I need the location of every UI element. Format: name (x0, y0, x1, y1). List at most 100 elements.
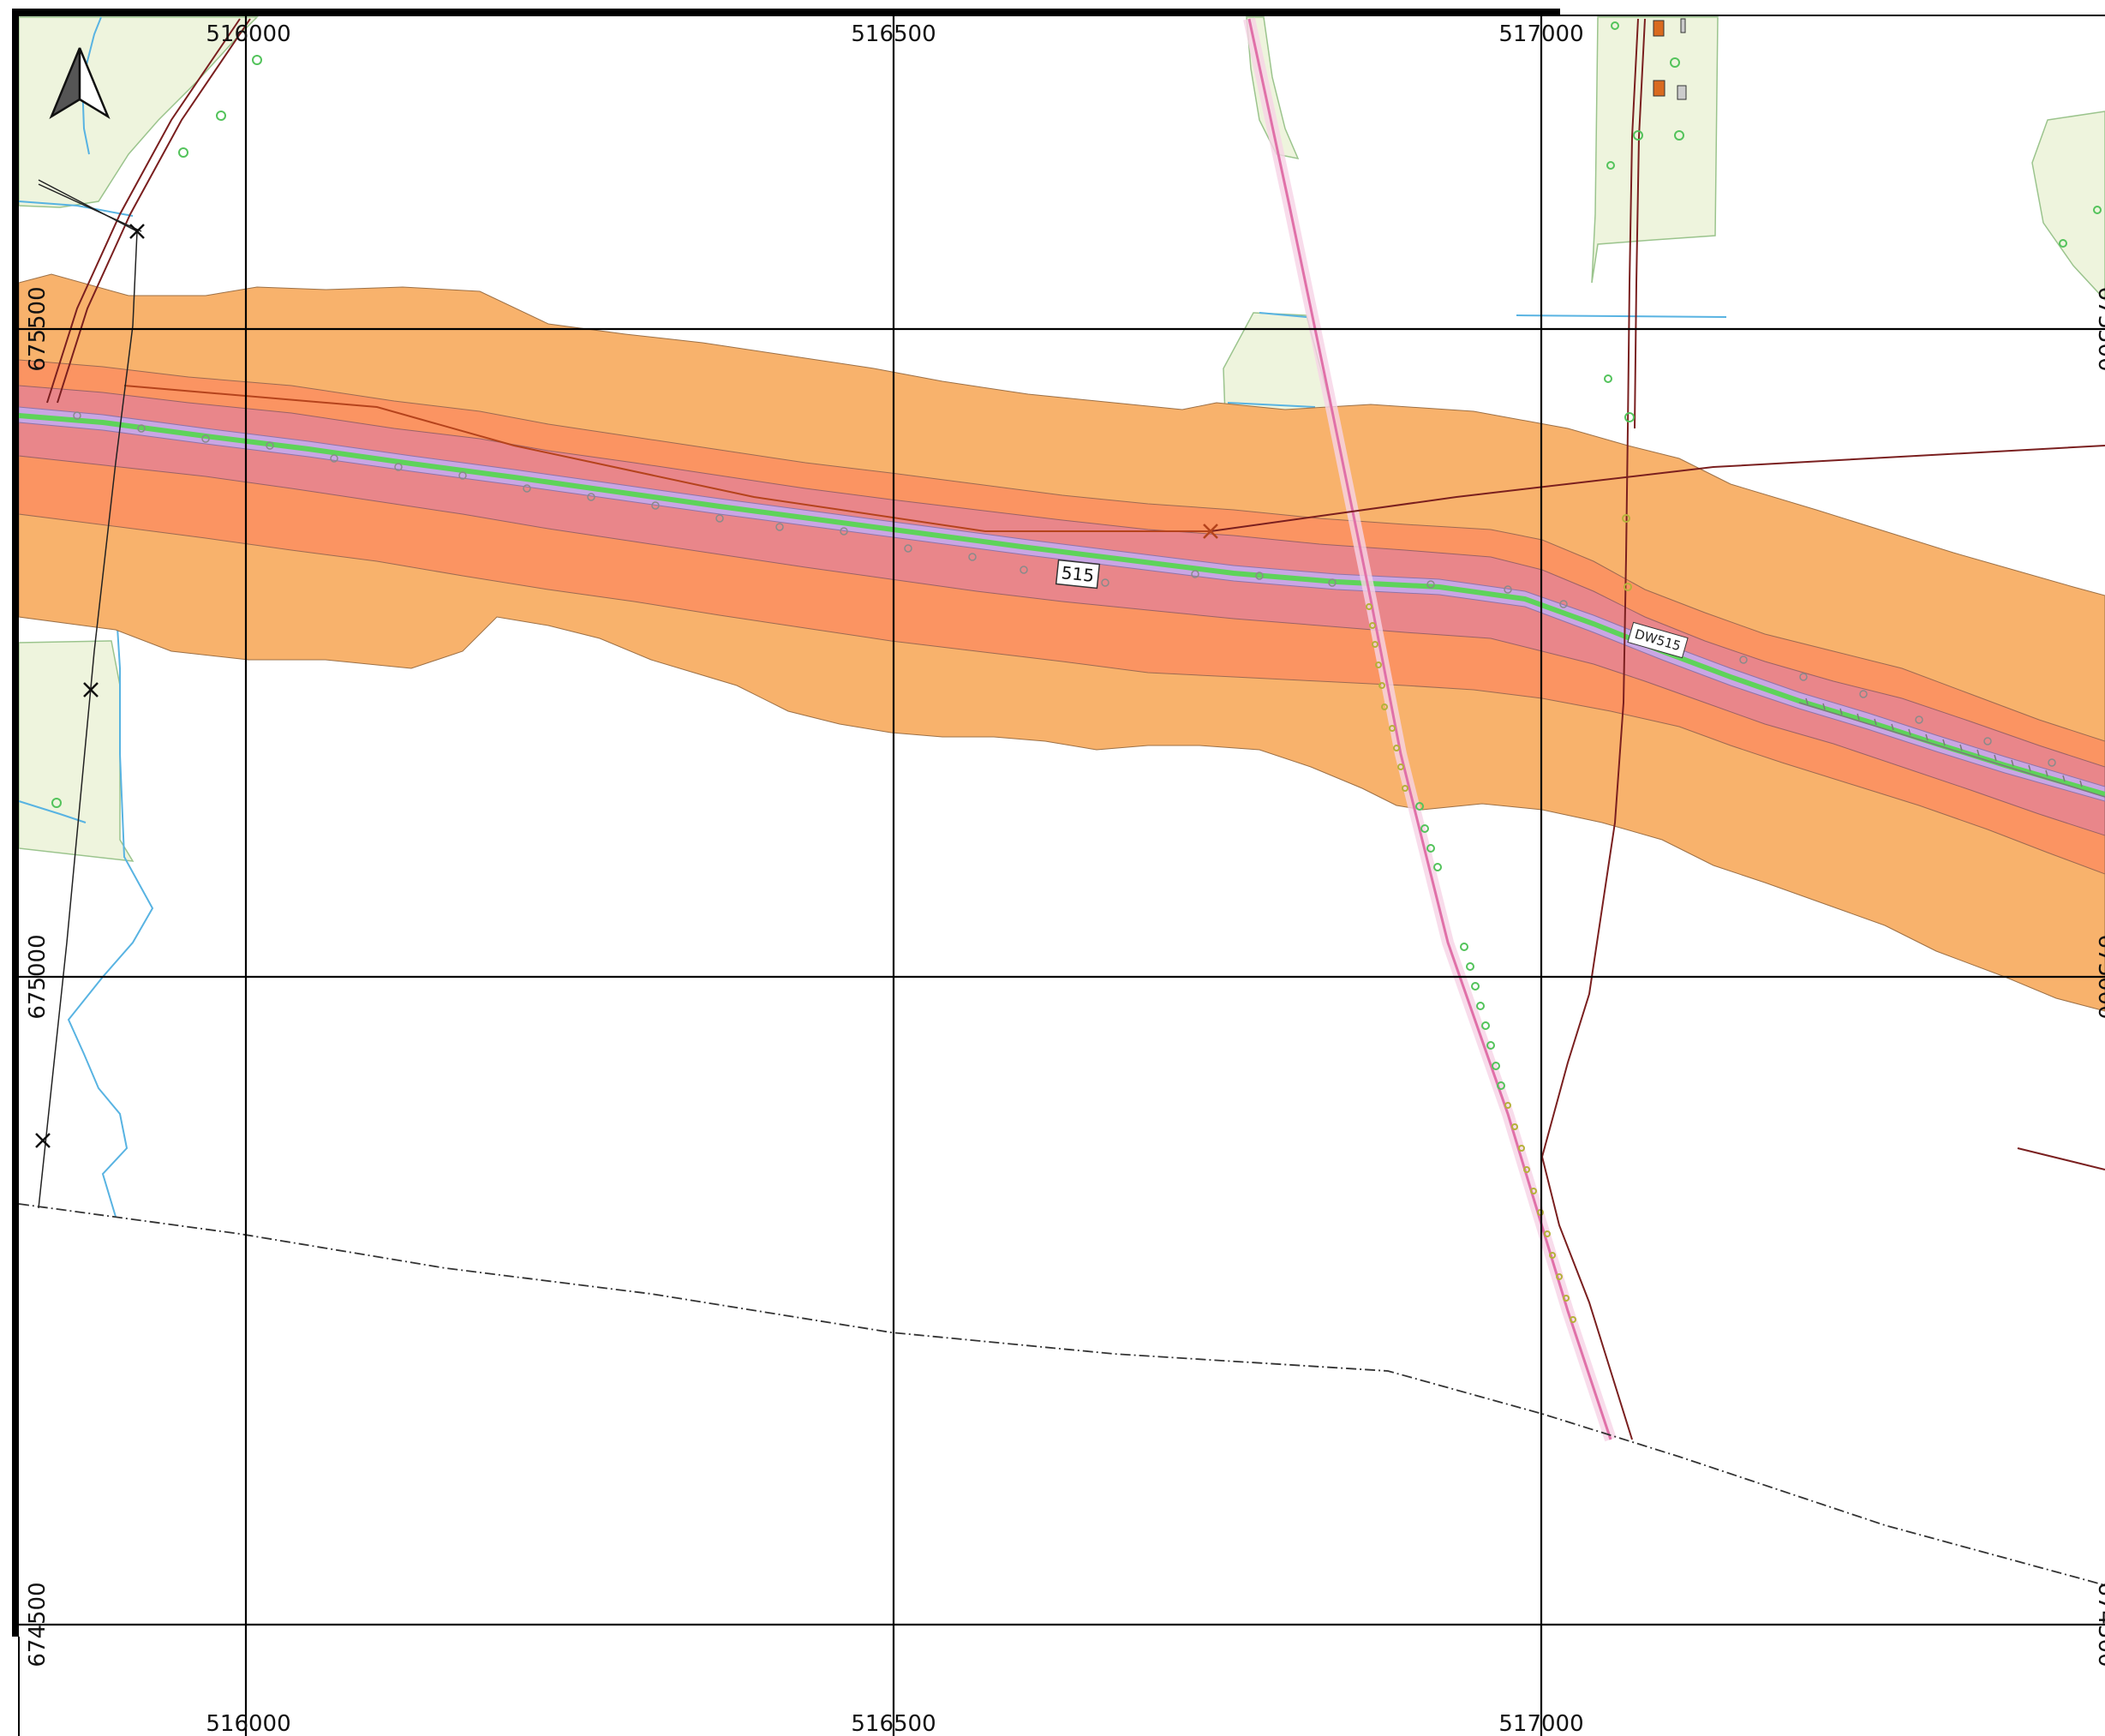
tree-marker (840, 527, 848, 536)
yellow-point (1381, 703, 1388, 710)
frame-top-bar (14, 9, 1560, 16)
power-lines (46, 18, 2105, 1440)
building (1653, 80, 1665, 97)
tree-marker (137, 424, 146, 433)
road-corridor (18, 406, 2105, 802)
yellow-point (1549, 1252, 1556, 1259)
yellow-point (1402, 785, 1408, 792)
green-point (1670, 57, 1680, 68)
road-label-515: 515 (1055, 559, 1101, 590)
buffer-inner (18, 385, 2105, 836)
green-point (1420, 824, 1429, 833)
grid-label-y: 675000 (2093, 934, 2105, 1019)
power-line (1634, 18, 1646, 429)
yellow-point (1622, 514, 1630, 523)
stream (1516, 314, 1727, 318)
road-label-box (1055, 559, 1101, 590)
forest-patch (1591, 16, 1719, 284)
frame-left-bar (12, 9, 19, 1637)
yellow-point (1530, 1188, 1537, 1194)
tree-marker (904, 544, 912, 553)
yellow-point (1556, 1273, 1563, 1280)
pylon-icon (1203, 524, 1218, 539)
tree-marker (775, 523, 784, 531)
admin-boundary (18, 1203, 2105, 1586)
grid-label-x: 516000 (206, 21, 290, 47)
tree-marker (73, 411, 81, 420)
stream (1259, 312, 1307, 318)
green-point (252, 55, 262, 65)
green-point (2059, 239, 2067, 248)
tree-marker (1983, 737, 1992, 745)
green-point (1633, 130, 1643, 141)
tree-marker (1101, 578, 1109, 587)
forest-patch (18, 640, 135, 862)
tree-marker (2048, 758, 2056, 767)
map-frame (12, 9, 2105, 1736)
building (1680, 18, 1686, 33)
green-point (178, 147, 188, 158)
tree-marker (1191, 570, 1199, 578)
green-points (51, 21, 2102, 1090)
pink-route (1243, 17, 1617, 1442)
tree-marker (587, 493, 595, 501)
trail (38, 183, 142, 232)
green-point (1476, 1002, 1485, 1010)
north-arrow-right (78, 47, 111, 120)
green-point (1426, 844, 1435, 853)
stream (18, 800, 87, 823)
power-line (1540, 18, 1639, 1440)
power-line (57, 18, 251, 404)
grid-labels-right: 675500 675000 674500 (2093, 286, 2105, 1667)
road-label-text: 515 (1061, 562, 1095, 586)
pylon-icon (129, 224, 145, 239)
buildings (1653, 18, 1687, 100)
power-line (46, 18, 241, 404)
tree-marker (715, 514, 724, 523)
tree-marker (1559, 600, 1568, 608)
green-point (1604, 374, 1612, 383)
green-point (1606, 161, 1615, 170)
grid-label-y: 675500 (2093, 286, 2105, 371)
green-point (1492, 1062, 1500, 1070)
fence-hatch (1798, 697, 2105, 798)
yellow-point (1369, 622, 1376, 629)
power-line (123, 385, 1211, 532)
green-point (1460, 943, 1468, 951)
building (1653, 20, 1665, 37)
green-point (1471, 982, 1480, 991)
yellow-point (1389, 725, 1396, 732)
green-point (1624, 412, 1635, 422)
yellow-point (1570, 1316, 1576, 1323)
grid-label-y: 674500 (2093, 1582, 2105, 1667)
green-point (216, 111, 226, 121)
grid-labels-top: 516000 516500 517000 (206, 21, 1583, 47)
green-point (1674, 130, 1684, 141)
grid-label-y: 675000 (25, 934, 51, 1019)
tree-marker (394, 463, 403, 471)
tree-marker (1255, 572, 1264, 580)
grid-label-x: 517000 (1498, 1711, 1583, 1736)
green-point (2093, 206, 2102, 214)
grid-label-y: 675500 (25, 286, 51, 371)
tree-marker (1328, 578, 1337, 587)
grid-labels-left: 675500 675000 674500 (25, 286, 51, 1667)
tree-marker (201, 434, 210, 443)
grid-labels-bottom: 516000 516500 517000 (206, 1711, 1583, 1736)
water-layer (18, 16, 1727, 1218)
forest-patch (2031, 111, 2105, 302)
grid-label-y: 674500 (25, 1582, 51, 1667)
yellow-point (1511, 1123, 1518, 1130)
tree-marker (1859, 690, 1868, 698)
pylon-icon (83, 682, 99, 697)
stream (67, 599, 154, 1218)
tree-marker (651, 501, 660, 510)
tree-marker (1020, 566, 1028, 574)
grid-label-x: 516500 (851, 1711, 936, 1736)
green-point (1415, 802, 1424, 811)
pink-route-line (1247, 18, 1612, 1440)
tree-marker (1915, 715, 1923, 724)
tree-marker (1504, 585, 1512, 594)
green-point (51, 798, 62, 808)
